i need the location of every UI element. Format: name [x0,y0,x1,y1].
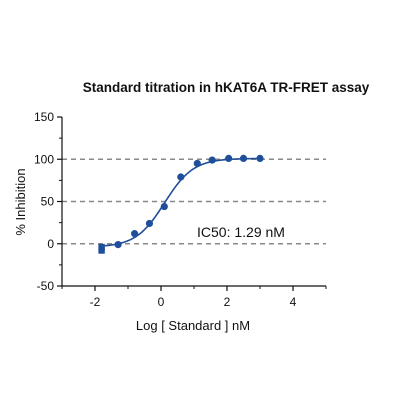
data-point [160,202,168,211]
data-point [145,219,154,228]
data-point-square [98,247,105,254]
x-tick-label: 0 [158,295,165,309]
chart-title: Standard titration in hKAT6A TR-FRET ass… [83,80,370,95]
ic50-annotation: IC50: 1.29 nM [197,224,285,240]
data-point [256,154,264,163]
data-point [177,173,185,181]
data-point [193,159,201,168]
x-tick-label: 2 [224,295,231,309]
data-points [98,154,264,254]
data-point [208,156,216,164]
y-tick-label: -50 [37,279,55,293]
x-tick-label: 4 [290,295,297,309]
y-axis-label: % Inhibition [13,168,28,235]
data-point [131,230,139,238]
y-tick-label: 100 [34,152,54,166]
data-point [114,240,122,249]
reference-lines [62,158,326,245]
y-tick-label: 0 [47,237,54,251]
data-point-square [98,243,105,251]
data-point [239,154,248,163]
y-tick-label: 50 [41,195,55,209]
data-point [225,154,233,163]
x-axis-label: Log [ Standard ] nM [136,318,250,333]
x-tick-label: -2 [90,295,101,309]
x-axis-ticks: -2 0 2 4 [61,286,327,309]
y-tick-label: 150 [34,110,54,124]
y-axis-ticks: -50 0 50 100 150 [34,110,62,293]
